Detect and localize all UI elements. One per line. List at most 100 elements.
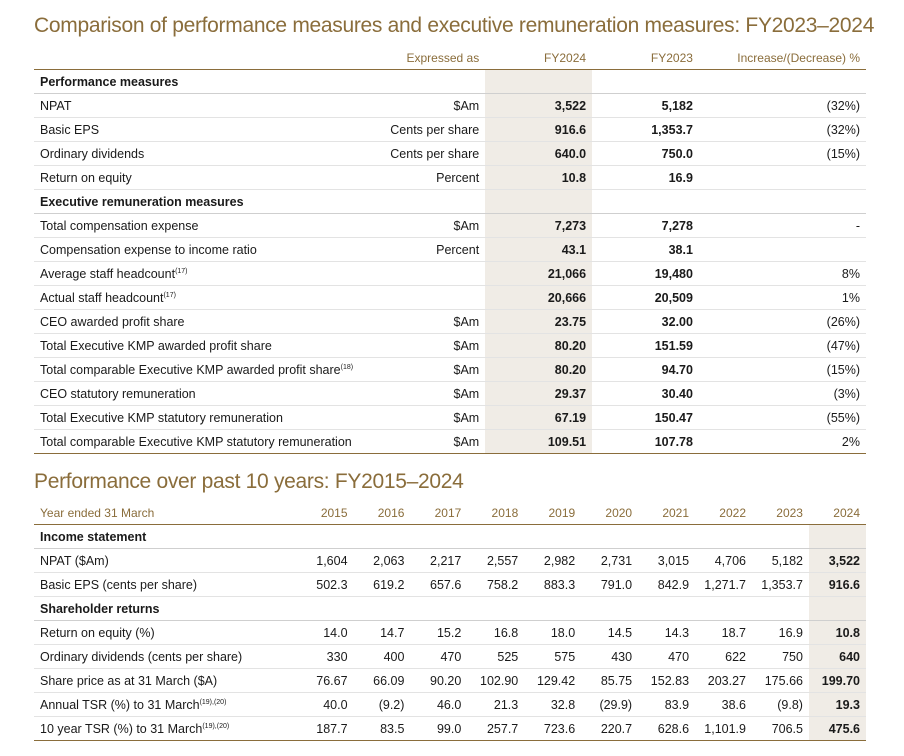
change-value: - <box>698 213 866 238</box>
footnote-ref: (17) <box>175 267 188 275</box>
row-label: NPAT <box>34 93 360 118</box>
section-blank <box>808 524 866 549</box>
year-value: 750 <box>752 644 809 669</box>
fy2023-value: 30.40 <box>592 381 699 406</box>
year-value: 46.0 <box>410 692 468 717</box>
year-value: 14.0 <box>296 620 354 645</box>
year-value: 32.8 <box>524 692 582 717</box>
year-value: 175.66 <box>752 668 809 693</box>
year-value: 916.6 <box>808 572 866 597</box>
fy2023-value: 94.70 <box>592 357 699 382</box>
year-value: 14.5 <box>581 620 639 645</box>
fy2023-value: 750.0 <box>592 141 699 166</box>
year-column-header: 2017 <box>410 502 468 525</box>
row-label: Return on equity <box>34 165 360 190</box>
change-value <box>698 165 866 190</box>
year-value: 129.42 <box>524 668 582 693</box>
row-label-text: Ordinary dividends <box>40 146 145 161</box>
year-value: 99.0 <box>410 716 468 741</box>
section-header-row: Shareholder returns <box>34 596 866 621</box>
table2-header-row: Year ended 31 March 2015 2016 2017 2018 2019 2… <box>34 502 866 525</box>
section-header-row: Income statement <box>34 524 866 549</box>
year-value: 21.3 <box>467 692 525 717</box>
header-change: Increase/(Decrease) % <box>698 47 866 70</box>
year-value: 90.20 <box>410 668 468 693</box>
year-value: 66.09 <box>353 668 411 693</box>
change-value: (15%) <box>698 357 866 382</box>
row-label-text: Average staff headcount <box>40 266 176 281</box>
row-label: CEO awarded profit share <box>34 309 360 334</box>
footnote-ref: (17) <box>163 291 176 299</box>
year-column-header: 2022 <box>695 502 752 525</box>
table-row: Return on equity Percent 10.8 16.9 <box>34 165 866 190</box>
year-value: 10.8 <box>808 620 866 645</box>
year-value: 83.5 <box>353 716 411 741</box>
section-blank <box>581 524 639 549</box>
row-label-text: CEO awarded profit share <box>40 314 185 329</box>
section-label: Shareholder returns <box>34 596 297 621</box>
year-value: (9.2) <box>353 692 411 717</box>
footnote-ref: (19),(20) <box>199 698 227 706</box>
row-label-text: Return on equity (%) <box>40 625 155 640</box>
fy2023-value: 107.78 <box>592 429 699 454</box>
year-value: 203.27 <box>695 668 752 693</box>
row-label: Total comparable Executive KMP statutory… <box>34 429 360 454</box>
row-label-text: Share price as at 31 March ($A) <box>40 673 218 688</box>
expressed-as: $Am <box>359 429 486 454</box>
change-value <box>698 237 866 262</box>
year-column-header: 2023 <box>752 502 809 525</box>
section-blank <box>467 524 525 549</box>
year-value: 152.83 <box>638 668 696 693</box>
section-blank <box>752 524 809 549</box>
table-row: NPAT ($Am) 1,604 2,063 2,217 2,557 2,982 2,731… <box>34 548 866 573</box>
fy2024-value: 80.20 <box>485 357 593 382</box>
expressed-as: $Am <box>359 333 486 358</box>
year-header: Year ended 31 March <box>34 502 297 525</box>
year-value: 18.0 <box>524 620 582 645</box>
row-label-text: Annual TSR (%) to 31 March <box>40 697 200 712</box>
year-value: 83.9 <box>638 692 696 717</box>
year-column-header: 2018 <box>467 502 525 525</box>
year-value: 1,101.9 <box>695 716 752 741</box>
row-label: NPAT ($Am) <box>34 548 297 573</box>
row-label-text: Basic EPS <box>40 122 100 137</box>
row-label-text: NPAT ($Am) <box>40 553 109 568</box>
year-value: 723.6 <box>524 716 582 741</box>
row-label: Ordinary dividends (cents per share) <box>34 644 297 669</box>
change-value: 2% <box>698 429 866 454</box>
section-label: Income statement <box>34 524 297 549</box>
year-value: 1,271.7 <box>695 572 752 597</box>
year-value: 220.7 <box>581 716 639 741</box>
year-value: 470 <box>410 644 468 669</box>
table2-title: Performance over past 10 years: FY2015–2… <box>34 470 464 493</box>
section-blank <box>467 596 525 621</box>
ten-year-table: Year ended 31 March 2015 2016 2017 2018 2019 2… <box>34 502 866 741</box>
table-row: 10 year TSR (%) to 31 March(19),(20) 187.… <box>34 716 866 741</box>
row-label: Total comparable Executive KMP awarded p… <box>34 357 360 382</box>
fy2024-value: 80.20 <box>485 333 593 358</box>
year-value: 640 <box>808 644 866 669</box>
expressed-as: Cents per share <box>359 117 486 142</box>
change-value: 1% <box>698 285 866 310</box>
expressed-as: Percent <box>359 165 486 190</box>
footnote-ref: (18) <box>340 363 354 371</box>
comparison-table: Expressed as FY2024 FY2023 Increase/(Dec… <box>34 47 866 454</box>
fy2023-value: 151.59 <box>592 333 699 358</box>
section-blank <box>638 524 696 549</box>
year-column-header: 2015 <box>296 502 354 525</box>
table-row: Basic EPS Cents per share 916.6 1,353.7 (32%… <box>34 117 866 142</box>
year-value: 14.7 <box>353 620 411 645</box>
fy2024-value: 20,666 <box>485 285 593 310</box>
section-header-row: Executive remuneration measures <box>34 189 866 214</box>
header-expressed: Expressed as <box>359 47 486 70</box>
year-value: 257.7 <box>467 716 525 741</box>
row-label-text: Return on equity <box>40 170 132 185</box>
row-label: Share price as at 31 March ($A) <box>34 668 297 693</box>
table-row: Actual staff headcount(17) 20,666 20,509 1% <box>34 285 866 310</box>
table-row: Ordinary dividends Cents per share 640.0 75… <box>34 141 866 166</box>
fy2024-value: 67.19 <box>485 405 593 430</box>
table-row: Total comparable Executive KMP awarded p… <box>34 357 866 382</box>
row-label: Total Executive KMP awarded profit share <box>34 333 360 358</box>
row-label: Total Executive KMP statutory remunerati… <box>34 405 360 430</box>
row-label-text: Total Executive KMP statutory remunerati… <box>40 410 283 425</box>
